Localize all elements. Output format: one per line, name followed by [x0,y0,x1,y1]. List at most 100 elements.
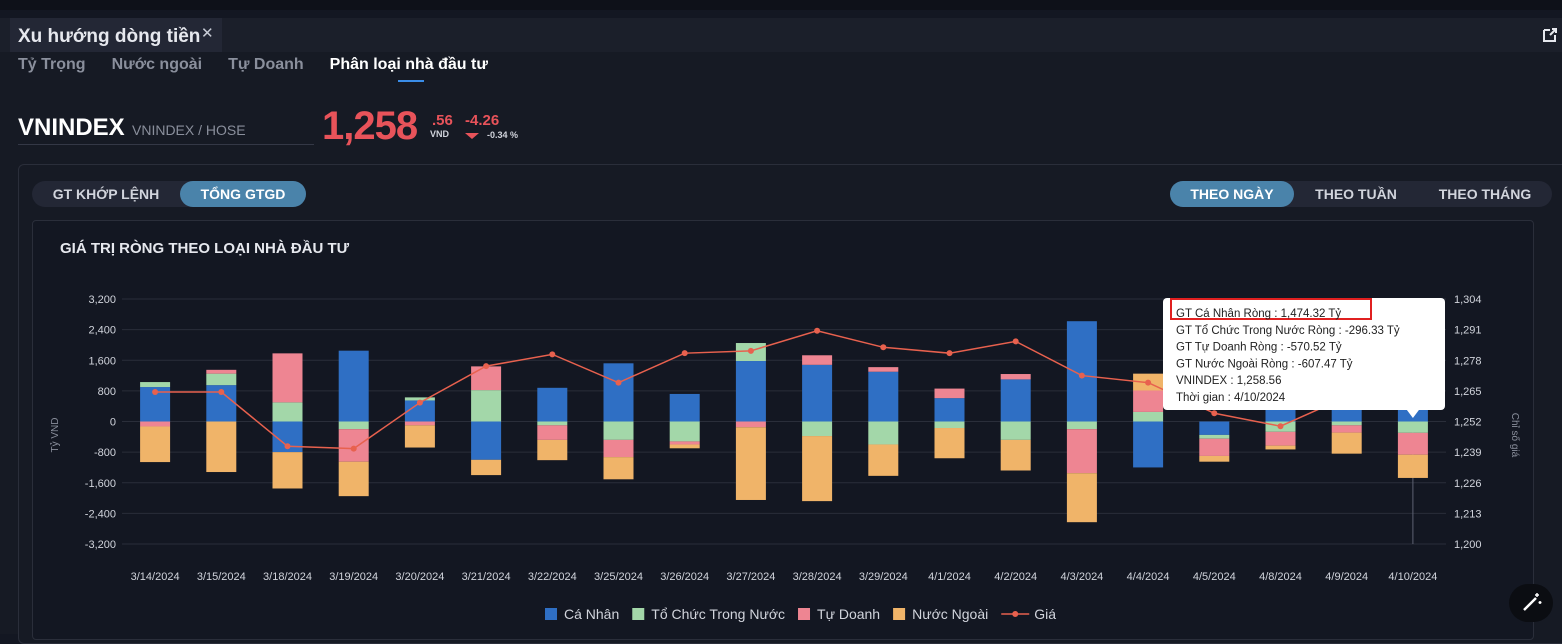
bar-cá-nhân [471,421,502,460]
price-point [814,327,821,334]
x-tick-label: 3/25/2024 [594,571,643,583]
price-unit: VND [430,129,450,139]
external-link-icon[interactable] [1542,27,1558,43]
magic-wand-button[interactable] [1509,584,1553,622]
x-tick-label: 4/4/2024 [1127,571,1170,583]
tab-tu-doanh[interactable]: Tự Doanh [228,56,304,73]
bar-nước-ngoài [934,428,965,459]
bar-cá-nhân [868,371,899,422]
ticker-selector[interactable]: VNINDEX VNINDEX / HOSE [18,112,314,145]
bar-tổ-chức-trong-nước [471,390,502,422]
bar-nước-ngoài [1000,439,1031,471]
y2-tick-label: 1,226 [1454,478,1482,490]
bar-tổ-chức-trong-nước [802,421,833,437]
bar-nước-ngoài [404,425,435,448]
price-point [284,443,291,450]
y-tick-label: -800 [94,447,116,459]
tooltip-pointer [1406,410,1419,418]
x-tick-label: 3/20/2024 [395,571,444,583]
bar-nước-ngoài [537,439,568,461]
price-value: 1,258 [322,104,418,148]
x-tick-label: 4/5/2024 [1193,571,1236,583]
toggle-theo-ngay[interactable]: THEO NGÀY [1170,181,1294,207]
bar-nước-ngoài [1265,445,1296,450]
bar-nước-ngoài [735,427,766,500]
legend-swatch [798,608,811,620]
y2-tick-label: 1,213 [1454,508,1482,520]
bar-tổ-chức-trong-nước [934,421,965,429]
x-tick-label: 3/28/2024 [793,571,842,583]
legend-label: Tổ Chức Trong Nước [651,606,785,622]
bar-nước-ngoài [802,436,833,502]
x-tick-label: 3/18/2024 [263,571,312,583]
bar-tổ-chức-trong-nước [1000,421,1031,440]
bar-nước-ngoài [1331,432,1362,454]
y-tick-label: 1,600 [88,355,116,367]
x-tick-label: 4/1/2024 [928,571,971,583]
bar-cá-nhân [1000,379,1031,422]
bar-tự-doanh [802,355,833,365]
toggle-gt-khop-lenh[interactable]: GT KHỚP LỆNH [52,186,160,202]
price-point [1078,372,1085,379]
toggle-theo-tuan[interactable]: THEO TUẦN [1315,186,1397,202]
bar-tự-doanh [1331,425,1362,433]
price-point [747,347,754,354]
tooltip-line: GT Cá Nhân Ròng : 1,474.32 Tỷ [1176,308,1341,320]
ticker-symbol: VNINDEX [18,114,125,141]
bar-cá-nhân [1066,321,1097,422]
y-tick-label: -1,600 [85,478,116,490]
price-point [1012,338,1019,345]
x-tick-label: 4/2/2024 [994,571,1037,583]
bar-cá-nhân [735,361,766,422]
bar-cá-nhân [669,393,700,422]
tab-ty-trong[interactable]: Tỷ Trọng [18,56,86,73]
bar-tự-doanh [140,421,171,427]
x-tick-label: 3/22/2024 [528,571,577,583]
bar-tổ-chức-trong-nước [1066,421,1097,430]
bar-tự-doanh [206,369,237,374]
bar-tổ-chức-trong-nước [669,421,700,442]
toggle-theo-thang[interactable]: THEO THÁNG [1438,186,1532,202]
tooltip-box [1163,298,1445,410]
bar-nước-ngoài [206,421,237,473]
x-tick-label: 3/26/2024 [660,571,709,583]
bar-tự-doanh [669,441,700,445]
bar-nước-ngoài [868,444,899,476]
y2-tick-label: 1,304 [1454,294,1482,306]
bar-cá-nhân [404,400,435,422]
y2-tick-label: 1,200 [1454,539,1482,551]
bar-tự-doanh [404,421,435,426]
bar-tự-doanh [1000,374,1031,380]
x-tick-label: 3/15/2024 [197,571,246,583]
bar-cá-nhân [537,387,568,422]
y-tick-label: 2,400 [88,325,116,337]
y-tick-label: 0 [110,417,116,429]
widget-tab[interactable] [10,18,222,52]
close-icon[interactable]: ✕ [201,25,214,42]
price-decimal: .56 [432,112,453,129]
y2-tick-label: 1,252 [1454,417,1482,429]
bar-tự-doanh [338,429,369,462]
bar-tổ-chức-trong-nước [206,373,237,386]
x-tick-label: 3/21/2024 [462,571,511,583]
bar-tự-doanh [735,421,766,428]
ticker-exchange: VNINDEX / HOSE [132,122,246,138]
tooltip-line: GT Tổ Chức Trong Nước Ròng : -296.33 Tỷ [1176,325,1400,337]
x-tick-label: 4/10/2024 [1388,571,1437,583]
x-tick-label: 3/14/2024 [131,571,180,583]
x-tick-label: 4/8/2024 [1259,571,1302,583]
bar-nước-ngoài [140,426,171,463]
bar-tự-doanh [1133,390,1164,412]
tab-nuoc-ngoai[interactable]: Nước ngoài [111,56,203,73]
bar-tổ-chức-trong-nước [1331,421,1362,426]
bar-cá-nhân [1133,421,1164,468]
bar-tự-doanh [471,366,502,391]
toggle-tong-gtgd[interactable]: TỔNG GTGD [180,181,306,207]
price-point [416,399,423,406]
y2-tick-label: 1,265 [1454,386,1482,398]
y-tick-label: 800 [98,386,116,398]
tab-phan-loai-nha-dau-tu[interactable]: Phân loại nhà đầu tư [329,56,488,82]
legend-label: Cá Nhân [564,606,619,622]
bar-cá-nhân [1199,421,1230,435]
